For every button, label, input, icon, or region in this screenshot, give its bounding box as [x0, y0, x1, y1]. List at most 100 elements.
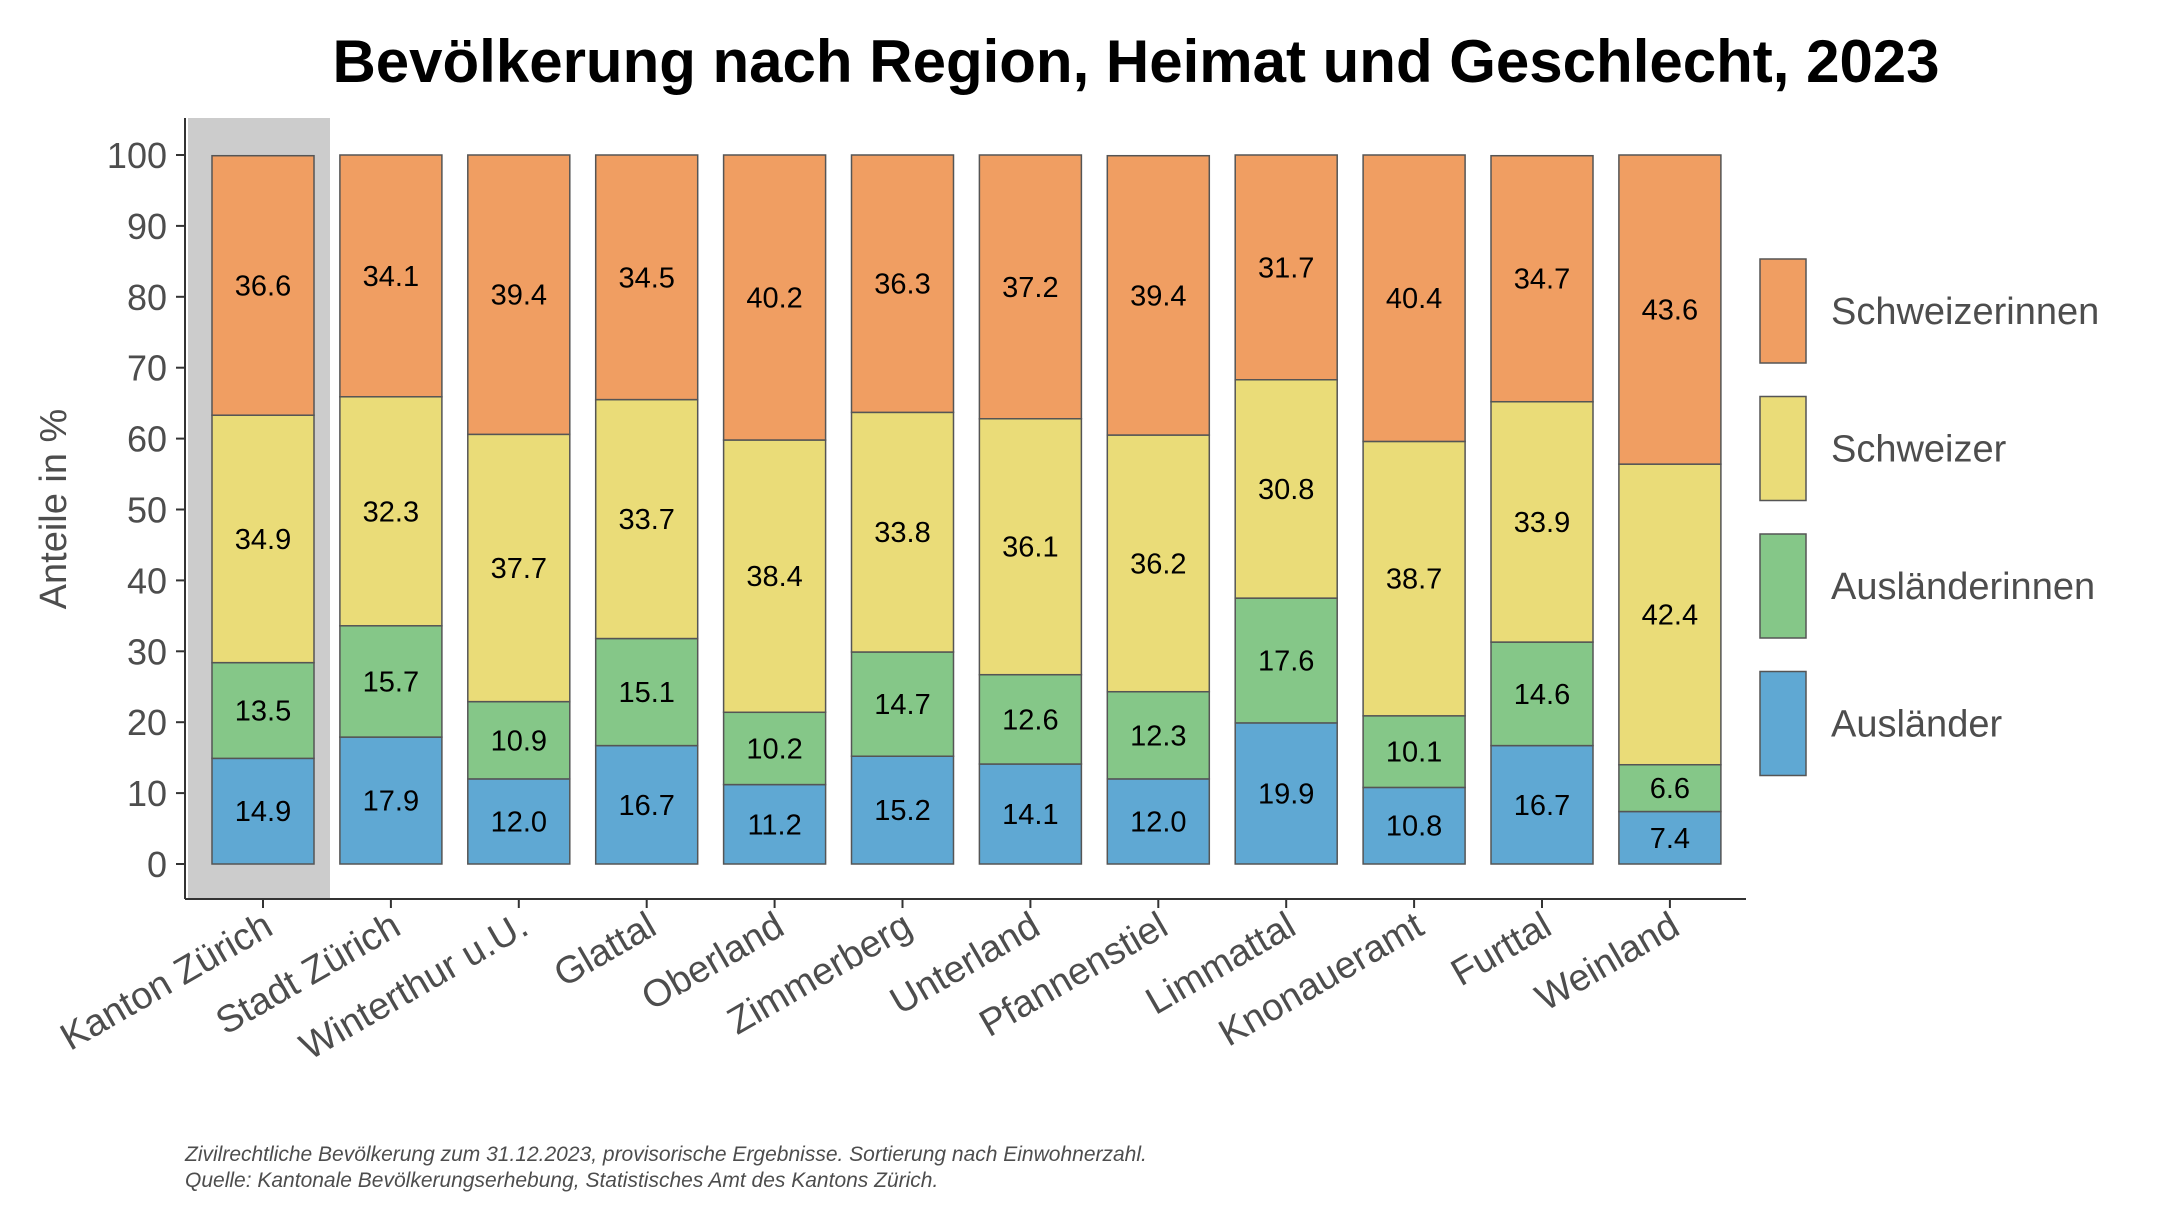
data-label: 40.4 [1386, 283, 1442, 315]
bar-segment [1106, 778, 1211, 865]
legend-label: Ausländerinnen [1831, 566, 2095, 608]
bar-segment [722, 783, 827, 865]
data-label: 37.7 [491, 553, 547, 585]
bar-segment [467, 778, 571, 865]
data-label: 16.7 [1514, 790, 1570, 822]
legend-swatch [1759, 395, 1807, 502]
data-label: 14.1 [1002, 799, 1058, 831]
bar-segment [850, 411, 955, 653]
y-tick-label: 70 [127, 348, 167, 389]
data-label: 10.2 [746, 733, 802, 765]
data-label: 15.2 [874, 795, 930, 827]
legend-swatch [1759, 670, 1807, 777]
data-label: 33.9 [1514, 507, 1570, 539]
data-label: 13.5 [235, 696, 291, 728]
data-label: 34.7 [1514, 264, 1570, 296]
bar-segment [1234, 722, 1338, 865]
y-tick-label: 0 [147, 844, 167, 885]
bar-segment [1362, 440, 1466, 717]
x-tick-label: Kanton Zürich [54, 904, 280, 1059]
footnote-1: Zivilrechtliche Bevölkerung zum 31.12.20… [184, 1143, 1147, 1166]
data-label: 14.7 [874, 689, 930, 721]
bar-segment [211, 414, 315, 664]
bar-segment [339, 736, 443, 865]
data-label: 40.2 [746, 283, 802, 315]
data-label: 31.7 [1258, 252, 1314, 284]
bar-segment [339, 154, 443, 398]
data-label: 11.2 [747, 809, 801, 841]
y-tick-label: 30 [127, 631, 167, 672]
bar-segment [978, 763, 1083, 865]
chart-title: Bevölkerung nach Region, Heimat und Gesc… [332, 28, 1939, 95]
legend: Schweizerinnen Schweizer Ausländerinnen Aus… [1759, 258, 2099, 777]
data-label: 16.7 [618, 790, 674, 822]
x-tick-label: Weinland [1529, 904, 1687, 1019]
bar-segment [978, 417, 1083, 676]
bar-segment [211, 661, 315, 760]
data-label: 7.4 [1650, 823, 1690, 855]
y-tick-label: 40 [127, 560, 167, 601]
data-label: 32.3 [363, 496, 419, 528]
y-tick-label: 100 [107, 135, 167, 176]
y-tick-label: 10 [127, 773, 167, 814]
data-label: 36.2 [1130, 548, 1186, 580]
bar-segment [1362, 154, 1466, 443]
y-tick-label: 60 [127, 419, 167, 460]
bar-segment [211, 154, 315, 416]
data-label: 19.9 [1258, 778, 1314, 810]
bar-segment [978, 154, 1083, 420]
legend-swatch [1759, 258, 1807, 364]
bar-segment [467, 433, 571, 703]
data-label: 36.3 [874, 269, 930, 301]
bar-segment [211, 757, 315, 865]
data-label: 34.9 [235, 524, 291, 556]
bar-segment [594, 637, 699, 747]
x-tick-label: Winterthur u.U. [293, 904, 535, 1068]
data-label: 33.8 [874, 517, 930, 549]
data-label: 12.0 [491, 806, 547, 838]
bar-segment [594, 154, 699, 401]
data-label: 12.3 [1130, 720, 1186, 752]
bar-segment [850, 154, 955, 414]
bar-segment [722, 711, 827, 786]
bar-segment [850, 651, 955, 757]
data-label: 12.6 [1002, 704, 1058, 736]
bars: 14.9 13.5 34.9 36.6 17.9 15.7 32.3 34.1 12.0 10.9… [211, 154, 1722, 865]
legend-swatch [1759, 533, 1807, 639]
data-label: 14.6 [1514, 679, 1570, 711]
data-label: 17.6 [1258, 646, 1314, 678]
bar-segment [467, 154, 571, 436]
bar-segment [1106, 434, 1211, 693]
data-label: 30.8 [1258, 474, 1314, 506]
data-label: 10.1 [1386, 737, 1442, 769]
legend-label: Schweizerinnen [1831, 291, 2099, 333]
bar-segment [1362, 786, 1466, 865]
bar-segment [1490, 641, 1594, 747]
data-label: 39.4 [491, 280, 547, 312]
bar-segment [1618, 463, 1722, 766]
bar-segment [1490, 400, 1594, 643]
bar-segment [1234, 154, 1338, 381]
bar-segment [1234, 597, 1338, 724]
data-label: 36.1 [1002, 532, 1058, 564]
bar-segment [1618, 810, 1722, 865]
y-tick-label: 80 [127, 277, 167, 318]
bar-segment [1106, 690, 1211, 780]
data-label: 34.1 [363, 261, 419, 293]
y-tick-label: 20 [127, 702, 167, 743]
data-label: 10.8 [1386, 811, 1442, 843]
bar-segment [978, 673, 1083, 765]
data-label: 43.6 [1642, 295, 1698, 327]
y-tick-label: 50 [127, 490, 167, 531]
y-axis-label: Anteile in % [33, 409, 75, 610]
bar-segment [594, 744, 699, 865]
data-label: 12.0 [1130, 806, 1186, 838]
data-label: 10.9 [491, 725, 547, 757]
data-label: 17.9 [363, 786, 419, 818]
footnote-2: Quelle: Kantonale Bevölkerungserhebung, … [185, 1169, 938, 1192]
data-label: 33.7 [618, 504, 674, 536]
bar-segment [1490, 154, 1594, 403]
data-label: 39.4 [1130, 280, 1186, 312]
data-label: 6.6 [1650, 773, 1690, 805]
